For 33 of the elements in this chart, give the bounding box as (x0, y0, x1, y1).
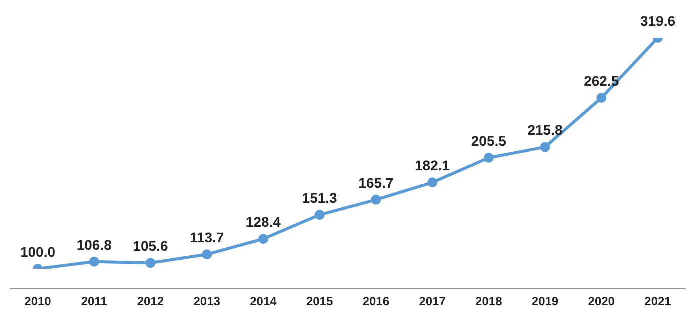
x-tick-label: 2017 (419, 294, 446, 309)
data-label: 128.4 (246, 214, 282, 230)
x-tick-label: 2018 (476, 294, 503, 309)
data-label: 151.3 (302, 190, 338, 206)
data-label: 105.6 (133, 238, 168, 254)
point (202, 250, 212, 260)
point (540, 142, 550, 152)
x-tick-label: 2021 (644, 294, 672, 309)
data-label: 215.8 (528, 122, 563, 138)
data-label: 113.7 (190, 230, 224, 246)
data-label: 106.8 (76, 236, 112, 253)
x-tick-label: 2020 (588, 294, 616, 309)
data-label: 165.7 (358, 174, 394, 191)
data-label: 205.5 (471, 133, 507, 150)
point (428, 178, 438, 188)
data-label: 319.6 (640, 13, 676, 29)
point (596, 93, 607, 104)
point (146, 258, 156, 268)
data-label: 100.0 (20, 244, 56, 260)
x-tick-label: 2012 (137, 294, 164, 309)
point (484, 153, 494, 164)
point (314, 210, 325, 220)
point (371, 194, 382, 205)
data-label: 182.1 (415, 158, 450, 174)
x-tick-label: 2014 (250, 294, 278, 309)
x-tick-label: 2019 (532, 294, 559, 309)
x-tick-label: 2015 (306, 294, 334, 309)
point (258, 234, 268, 244)
x-tick-label: 2016 (362, 294, 390, 309)
x-tick-label: 2011 (81, 294, 108, 309)
point (89, 256, 100, 267)
x-tick-label: 2010 (24, 294, 52, 309)
x-tick-label: 2013 (194, 294, 221, 309)
